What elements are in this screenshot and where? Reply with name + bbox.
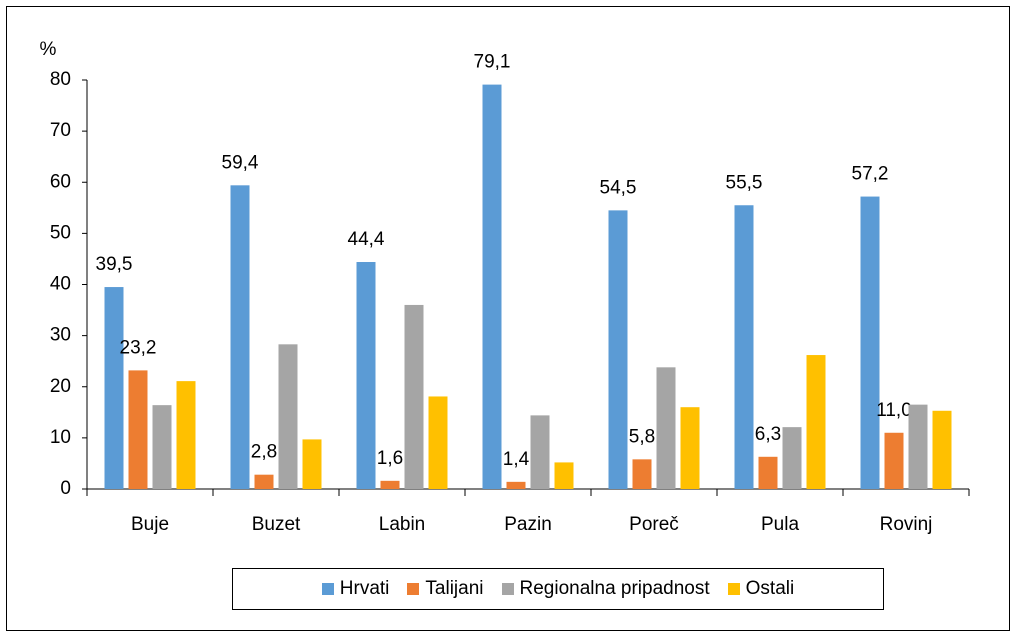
data-label: 59,4 — [222, 152, 259, 173]
bar — [152, 405, 172, 489]
bar — [860, 196, 880, 489]
bar — [506, 481, 526, 489]
bar — [632, 459, 652, 489]
bar — [758, 456, 778, 489]
bar — [104, 287, 124, 489]
bar — [380, 480, 400, 489]
data-label: 1,6 — [377, 448, 403, 469]
legend-label: Hrvati — [339, 578, 390, 599]
bar — [356, 262, 376, 489]
x-tick-label: Poreč — [629, 514, 679, 535]
legend-label: Regionalna pripadnost — [519, 578, 710, 599]
bar — [656, 367, 676, 489]
data-label: 5,8 — [629, 426, 655, 447]
bar — [932, 410, 952, 489]
y-tick-label: 10 — [50, 427, 71, 448]
legend-item: Ostali — [727, 578, 795, 600]
data-label: 54,5 — [600, 177, 637, 198]
data-label: 39,5 — [96, 254, 133, 275]
data-label: 44,4 — [348, 229, 385, 250]
data-label: 79,1 — [474, 52, 511, 73]
bar — [254, 474, 274, 489]
y-axis-label: % — [40, 39, 57, 60]
chart-border — [6, 6, 1010, 631]
bar — [230, 185, 250, 489]
bar — [680, 407, 700, 489]
bar — [530, 415, 550, 489]
legend-swatch — [321, 583, 334, 595]
x-tick-label: Rovinj — [880, 514, 933, 535]
bar — [782, 427, 802, 489]
bar — [908, 404, 928, 489]
y-tick-label: 0 — [60, 478, 71, 499]
data-label: 6,3 — [755, 424, 781, 445]
bar — [128, 370, 148, 489]
y-tick-label: 20 — [50, 376, 71, 397]
data-label: 2,8 — [251, 442, 277, 463]
legend-label: Talijani — [425, 578, 484, 599]
x-tick-label: Buzet — [252, 514, 301, 535]
legend-item: Regionalna pripadnost — [501, 578, 710, 600]
bar — [278, 344, 298, 489]
x-tick-label: Labin — [379, 514, 426, 535]
bar — [176, 381, 196, 489]
data-label: 1,4 — [503, 449, 530, 470]
bar — [554, 462, 574, 489]
x-tick-label: Pazin — [504, 514, 552, 535]
bar — [302, 439, 322, 489]
bar — [608, 210, 628, 489]
data-label: 55,5 — [726, 172, 763, 193]
legend: Hrvati Talijani Regionalna pripadnost Ostal… — [232, 568, 884, 610]
legend-swatch — [501, 583, 514, 595]
data-label: 57,2 — [852, 164, 889, 185]
y-tick-label: 70 — [50, 120, 71, 141]
y-tick-label: 30 — [50, 325, 71, 346]
bar — [482, 84, 502, 489]
legend-item: Talijani — [407, 578, 484, 600]
y-tick-label: 80 — [50, 69, 71, 90]
bar — [884, 432, 904, 489]
bar — [428, 396, 448, 489]
y-tick-label: 40 — [50, 274, 71, 295]
legend-swatch — [727, 583, 740, 595]
bar — [404, 304, 424, 489]
bar — [734, 205, 754, 489]
data-label: 23,2 — [120, 337, 157, 358]
bar — [806, 355, 826, 489]
x-tick-label: Pula — [761, 514, 799, 535]
y-tick-label: 50 — [50, 222, 71, 243]
legend-item: Hrvati — [321, 578, 390, 600]
data-label: 11,0 — [876, 400, 912, 421]
x-tick-label: Buje — [131, 514, 169, 535]
y-tick-label: 60 — [50, 171, 71, 192]
legend-label: Ostali — [745, 578, 795, 599]
legend-swatch — [407, 583, 420, 595]
